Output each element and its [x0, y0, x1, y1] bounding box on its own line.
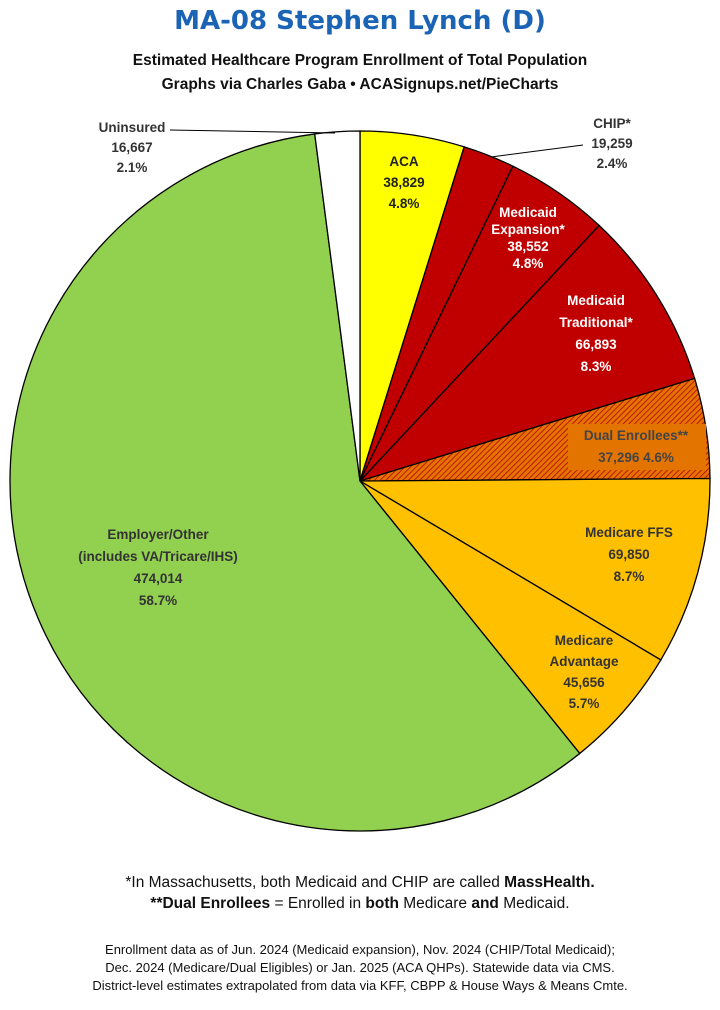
- slice-label-trad: 8.3%: [581, 359, 612, 374]
- slice-label-chip: CHIP*: [593, 116, 631, 131]
- slice-label-uni: Uninsured: [99, 120, 166, 135]
- slice-label-adv: 5.7%: [569, 696, 600, 711]
- slice-label-ffs: 8.7%: [614, 569, 645, 584]
- pie-slice-medicaid-traditional: [357, 224, 696, 483]
- slice-label-aca: 38,829: [383, 175, 424, 190]
- pie-slice-uninsured: [313, 130, 361, 482]
- slice-label-ffs: Medicare FFS: [585, 525, 673, 540]
- source-note-line: Enrollment data as of Jun. 2024 (Medicai…: [105, 942, 615, 957]
- pie-chart: ACA 38,829 4.8% CHIP* 19,259 2.4% Medicaid Expa…: [9, 116, 711, 832]
- source-note-line: Dec. 2024 (Medicare/Dual Eligibles) or J…: [105, 960, 615, 975]
- slice-label-emp: Employer/Other: [107, 527, 209, 542]
- slice-label-aca: 4.8%: [389, 196, 420, 211]
- source-note-line: District-level estimates extrapolated fr…: [92, 978, 628, 993]
- slice-label-emp: (includes VA/Tricare/IHS): [78, 549, 238, 564]
- slice-label-exp: Expansion*: [491, 222, 565, 237]
- chip-leader-line: [490, 144, 584, 158]
- slice-label-trad: 66,893: [575, 337, 617, 352]
- slice-label-trad: Traditional*: [559, 315, 633, 330]
- slice-label-trad: Medicaid: [567, 293, 625, 308]
- slice-label-adv: Advantage: [549, 654, 619, 669]
- slice-label-emp: 58.7%: [139, 593, 177, 608]
- slice-label-dual: Dual Enrollees**: [584, 428, 689, 443]
- slice-label-uni: 16,667: [111, 140, 152, 155]
- slice-label-exp: 38,552: [507, 239, 548, 254]
- slice-label-adv: 45,656: [563, 675, 605, 690]
- pie-slice-employer-other: [9, 133, 581, 832]
- slice-label-uni: 2.1%: [117, 160, 148, 175]
- uninsured-leader-line: [169, 129, 336, 134]
- chart-title: MA-08 Stephen Lynch (D): [174, 6, 546, 36]
- slice-label-emp: 474,014: [134, 571, 183, 586]
- slice-label-exp: Medicaid: [499, 205, 557, 220]
- footnote-masshealth: *In Massachusetts, both Medicaid and CHI…: [125, 874, 595, 891]
- slice-label-dual: 37,296 4.6%: [598, 450, 674, 465]
- footnote-dual-enrollees: **Dual Enrollees = Enrolled in both Medi…: [150, 895, 570, 912]
- slice-label-exp: 4.8%: [513, 256, 544, 271]
- dual-enrollees-label-background: [568, 424, 706, 470]
- slice-label-chip: 19,259: [591, 136, 632, 151]
- slice-label-aca: ACA: [389, 154, 418, 169]
- slice-label-adv: Medicare: [555, 633, 614, 648]
- pie-slice-medicare-ffs: [357, 477, 711, 661]
- source-notes: Enrollment data as of Jun. 2024 (Medicai…: [0, 941, 720, 995]
- chart-subtitle: Estimated Healthcare Program Enrollment …: [132, 52, 588, 69]
- slice-label-chip: 2.4%: [597, 156, 628, 171]
- chart-credit: Graphs via Charles Gaba • ACASignups.net…: [161, 76, 559, 93]
- slice-label-ffs: 69,850: [608, 547, 649, 562]
